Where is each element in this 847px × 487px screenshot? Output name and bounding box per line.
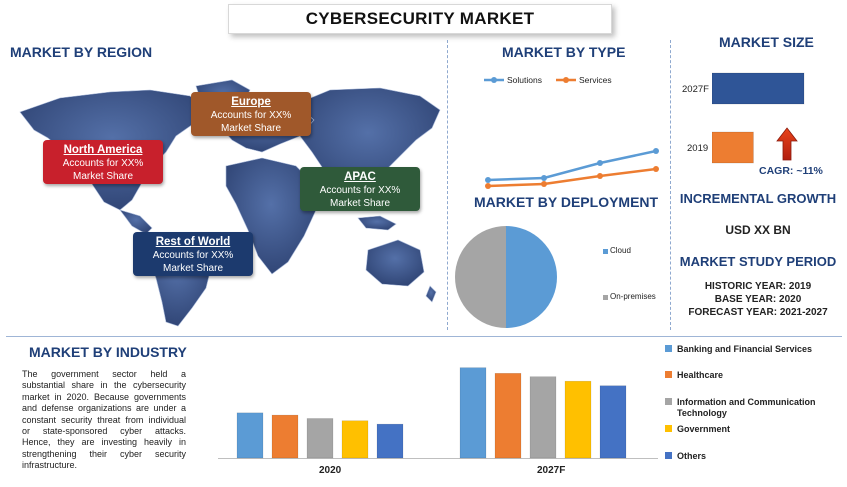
- industry-legend-healthcare: Healthcare: [665, 370, 845, 381]
- industry-section-title: MARKET BY INDUSTRY: [29, 344, 187, 360]
- region-name: North America: [63, 144, 143, 156]
- type-series-point: [653, 148, 659, 154]
- industry-bar: [459, 367, 487, 459]
- size-label-2019: 2019: [687, 143, 709, 154]
- region-line1: Accounts for XX%: [210, 110, 292, 121]
- type-section-title: MARKET BY TYPE: [502, 44, 626, 60]
- type-series-point: [541, 181, 547, 187]
- incremental-growth-title: INCREMENTAL GROWTH: [679, 191, 837, 206]
- deployment-legend-onprem-swatch: [603, 295, 608, 300]
- legend-swatch: [665, 371, 672, 378]
- islands-indonesia: [357, 215, 397, 231]
- industry-bar: [341, 420, 369, 459]
- region-line2: Market Share: [72, 171, 134, 182]
- main-title: CYBERSECURITY MARKET: [305, 9, 535, 28]
- deployment-legend-cloud-swatch: [603, 249, 608, 254]
- size-bar-2019: [712, 131, 754, 164]
- region-name: APAC: [344, 171, 376, 183]
- type-line-chart: [484, 77, 659, 189]
- incremental-growth-value: USD XX BN: [725, 223, 791, 237]
- legend-swatch: [665, 452, 672, 459]
- industry-bar: [494, 372, 522, 459]
- legend-swatch: [665, 425, 672, 432]
- industry-bar: [271, 414, 299, 459]
- type-series-point: [597, 160, 603, 166]
- industry-bar: [376, 423, 404, 459]
- size-section-title: MARKET SIZE: [719, 34, 814, 50]
- industry-legend-banking: Banking and Financial Services: [665, 344, 845, 355]
- region-name: Europe: [231, 96, 271, 108]
- industry-legend-others: Others: [665, 451, 845, 462]
- industry-bar-chart: [218, 367, 658, 459]
- study-period-forecast: FORECAST YEAR: 2021-2027: [688, 307, 828, 318]
- continent-central-america: [119, 209, 153, 235]
- legend-swatch: [665, 345, 672, 352]
- legend-label: Government: [677, 424, 731, 434]
- industry-bar: [564, 380, 592, 459]
- legend-label: Information and Communication Technology: [677, 397, 816, 418]
- region-north-america: North America Accounts for XX% Market Sh…: [43, 140, 163, 184]
- continent-africa: [225, 157, 317, 275]
- region-line2: Market Share: [220, 123, 282, 134]
- industry-description: The government sector held a substantial…: [22, 369, 186, 471]
- type-series-point: [653, 166, 659, 172]
- type-series-point: [485, 183, 491, 189]
- legend-label: Others: [677, 451, 707, 461]
- deployment-legend-onprem-label: On-premises: [610, 292, 656, 301]
- deployment-legend-cloud-label: Cloud: [610, 246, 631, 255]
- region-line1: Accounts for XX%: [152, 250, 234, 261]
- separator-region-type: [447, 40, 448, 330]
- type-legend-solutions-label: Solutions: [507, 75, 542, 85]
- legend-label: Banking and Financial Services: [677, 344, 813, 354]
- industry-legend-government: Government: [665, 424, 845, 435]
- cagr-arrow-icon: [776, 127, 798, 161]
- continent-australia: [365, 239, 425, 287]
- type-legend-solutions: [484, 77, 504, 83]
- deployment-section-title: MARKET BY DEPLOYMENT: [474, 194, 659, 210]
- cagr-label: CAGR: ~11%: [759, 165, 823, 177]
- legend-label: Healthcare: [677, 370, 724, 380]
- region-line1: Accounts for XX%: [319, 185, 401, 196]
- industry-axis-label-2020: 2020: [319, 465, 342, 476]
- type-legend-services: [556, 77, 576, 83]
- legend-swatch: [665, 398, 672, 405]
- study-period-base: BASE YEAR: 2020: [714, 294, 802, 305]
- industry-bar: [236, 412, 264, 459]
- type-series-line-0: [487, 149, 657, 182]
- type-legend-services-label: Services: [579, 75, 612, 85]
- region-name: Rest of World: [155, 236, 231, 248]
- size-bar-chart: [712, 72, 805, 164]
- type-series-point: [597, 173, 603, 179]
- study-period-title: MARKET STUDY PERIOD: [679, 254, 837, 269]
- type-series-line-1: [487, 167, 657, 188]
- type-series-point: [541, 175, 547, 181]
- separator-top-bottom: [6, 336, 842, 337]
- deployment-slice-cloud: [506, 226, 557, 328]
- industry-axis-label-2027f: 2027F: [537, 465, 566, 476]
- deployment-pie-chart: [455, 226, 557, 328]
- industry-bar: [599, 385, 627, 459]
- region-line1: Accounts for XX%: [62, 158, 144, 169]
- region-line2: Market Share: [162, 263, 224, 274]
- industry-legend-ict: Information and Communication Technology: [665, 397, 825, 419]
- industry-bar: [306, 418, 334, 459]
- region-apac: APAC Accounts for XX% Market Share: [300, 167, 420, 211]
- industry-bar: [529, 376, 557, 459]
- study-period-historic: HISTORIC YEAR: 2019: [704, 281, 812, 292]
- region-line2: Market Share: [329, 198, 391, 209]
- region-europe: Europe Accounts for XX% Market Share: [191, 92, 311, 136]
- main-title-box: CYBERSECURITY MARKET: [228, 4, 612, 34]
- size-label-2027f: 2027F: [682, 84, 709, 95]
- region-rest-of-world: Rest of World Accounts for XX% Market Sh…: [133, 232, 253, 276]
- region-section-title: MARKET BY REGION: [10, 44, 153, 60]
- size-bar-2027f: [712, 72, 805, 105]
- deployment-slice-on-premises: [455, 226, 506, 328]
- type-series-point: [485, 177, 491, 183]
- separator-type-size: [670, 40, 671, 330]
- island-new-zealand: [425, 285, 437, 303]
